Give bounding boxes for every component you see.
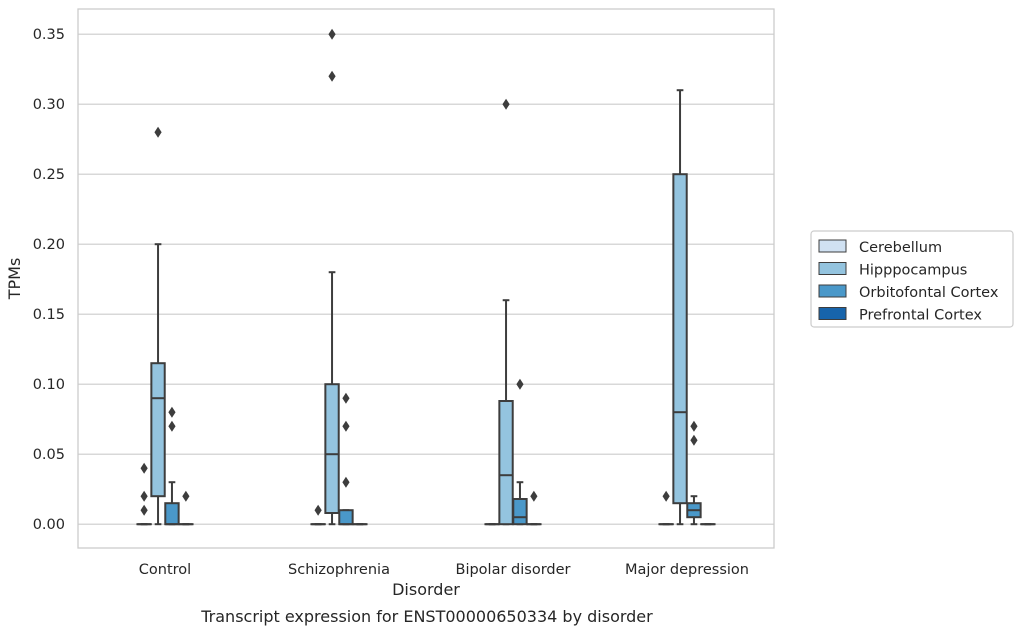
outlier-point bbox=[328, 70, 336, 82]
outlier-point bbox=[140, 504, 148, 516]
outlier-point bbox=[530, 490, 538, 502]
outlier-point bbox=[502, 98, 510, 110]
box-prefrontal-cortex bbox=[526, 490, 542, 526]
legend-label: Orbitofontal Cortex bbox=[859, 285, 999, 301]
legend-label: Hipppocampus bbox=[859, 263, 967, 279]
outlier-point bbox=[314, 504, 322, 516]
box-body bbox=[498, 400, 514, 526]
legend-swatch bbox=[818, 307, 847, 320]
outlier-point bbox=[168, 406, 176, 418]
y-tick-label: 0.20 bbox=[33, 237, 65, 253]
y-tick-label: 0.30 bbox=[33, 97, 65, 113]
box-body bbox=[150, 362, 166, 498]
legend-label: Prefrontal Cortex bbox=[859, 308, 982, 324]
y-tick-label: 0.15 bbox=[33, 307, 65, 323]
outlier-point bbox=[328, 28, 336, 40]
y-tick-label: 0.25 bbox=[33, 167, 65, 183]
legend-swatch bbox=[818, 284, 847, 298]
outlier-point bbox=[690, 420, 698, 432]
x-tick-label: Major depression bbox=[625, 562, 749, 578]
gridlines bbox=[78, 33, 774, 525]
outlier-point bbox=[342, 420, 350, 432]
box-body bbox=[512, 498, 528, 526]
box-orbitofontal-cortex bbox=[686, 420, 702, 526]
outlier-point bbox=[168, 420, 176, 432]
legend-swatch bbox=[818, 262, 847, 275]
legend-frame bbox=[810, 230, 1014, 328]
outlier-point bbox=[342, 392, 350, 404]
outlier-point bbox=[690, 434, 698, 446]
box-body bbox=[324, 383, 340, 515]
box-cerebellum bbox=[310, 504, 326, 526]
y-tick-label: 0.35 bbox=[33, 27, 65, 43]
x-axis-label: Disorder bbox=[392, 580, 460, 599]
box-cerebellum bbox=[658, 490, 674, 526]
box-hipppocampus bbox=[150, 126, 166, 526]
x-tick-label: Schizophrenia bbox=[288, 562, 390, 578]
outlier-point bbox=[140, 462, 148, 474]
y-tick-label: 0.10 bbox=[33, 377, 65, 393]
box-prefrontal-cortex bbox=[178, 490, 194, 526]
box-orbitofontal-cortex bbox=[512, 378, 528, 526]
outlier-point bbox=[662, 490, 670, 502]
y-tick-labels: 0.00 0.05 0.10 0.15 0.20 0.25 0.30 0.35 bbox=[33, 27, 65, 533]
box-hipppocampus bbox=[672, 89, 688, 526]
box-body bbox=[164, 502, 180, 526]
x-tick-label: Control bbox=[139, 562, 191, 578]
plot-frame bbox=[77, 8, 775, 549]
box-cerebellum bbox=[136, 462, 152, 526]
box-series bbox=[136, 28, 716, 526]
box-body bbox=[338, 509, 354, 526]
y-tick-label: 0.00 bbox=[33, 517, 65, 533]
outlier-point bbox=[342, 476, 350, 488]
legend-swatch bbox=[818, 239, 847, 253]
chart-caption: Transcript expression for ENST0000065033… bbox=[200, 607, 653, 626]
outlier-point bbox=[140, 490, 148, 502]
outlier-point bbox=[182, 490, 190, 502]
box-orbitofontal-cortex bbox=[164, 406, 180, 526]
y-axis-label: TPMs bbox=[5, 258, 24, 301]
y-tick-label: 0.05 bbox=[33, 447, 65, 463]
outlier-point bbox=[154, 126, 162, 138]
x-tick-label: Bipolar disorder bbox=[456, 562, 571, 578]
outlier-point bbox=[516, 378, 524, 390]
box-body bbox=[672, 173, 688, 505]
legend-label: Cerebellum bbox=[859, 240, 942, 256]
x-tick-labels: Control Schizophrenia Bipolar disorder Majo… bbox=[139, 562, 749, 578]
legend: Cerebellum Hipppocampus Orbitofontal Corte… bbox=[810, 230, 1014, 328]
box-orbitofontal-cortex bbox=[338, 392, 354, 526]
box-hipppocampus bbox=[498, 98, 514, 526]
box-hipppocampus bbox=[324, 28, 340, 526]
